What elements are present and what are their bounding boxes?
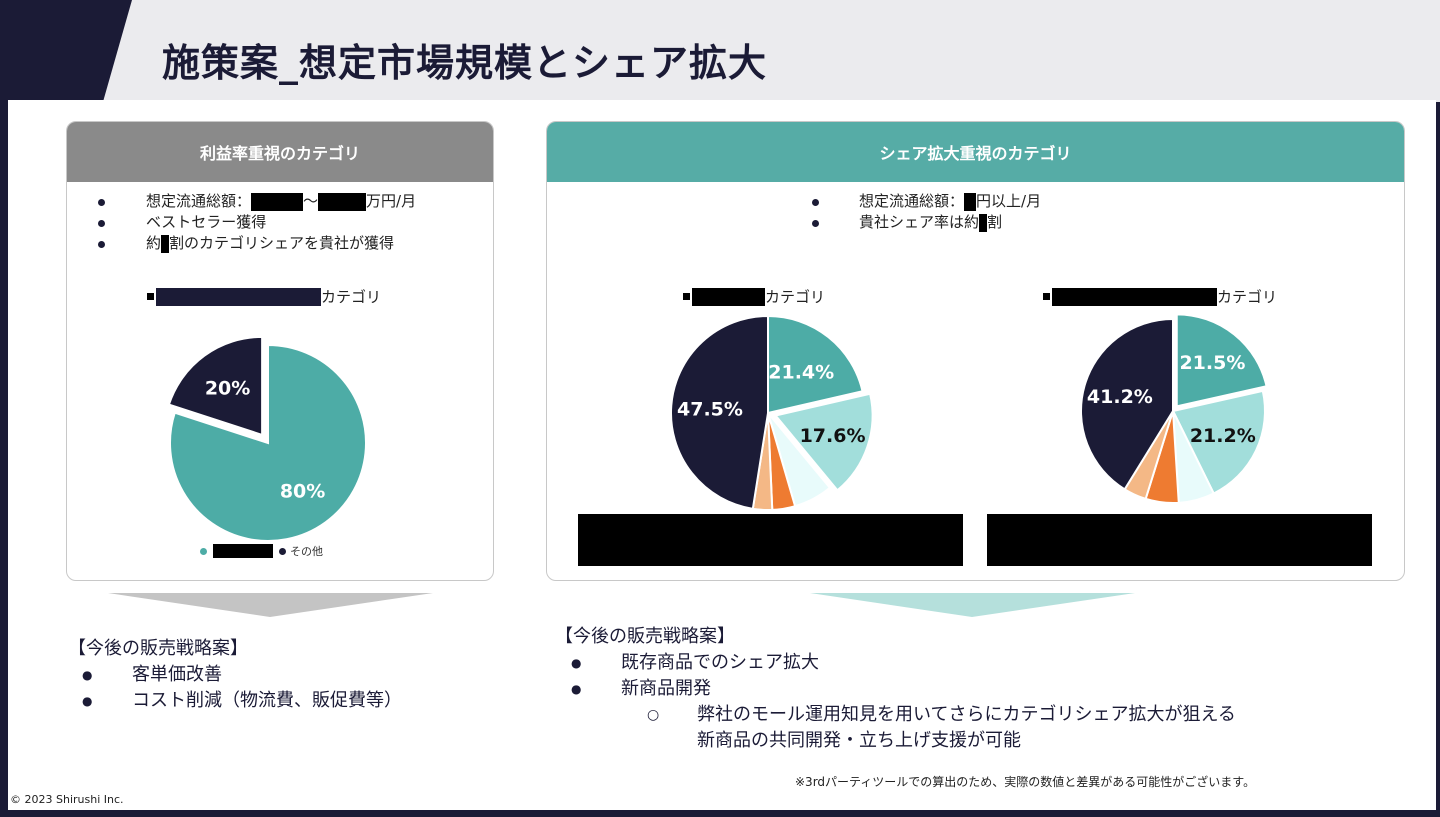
left-pie-label: カテゴリ	[147, 286, 381, 307]
bullet-text: 約	[146, 234, 162, 252]
bullet-text: 割のカテゴリシェアを貴社が獲得	[169, 234, 395, 252]
right-down-arrow	[810, 593, 1135, 617]
pie-slice	[167, 335, 264, 437]
redaction-box-2	[987, 514, 1372, 566]
pie-slice	[773, 392, 874, 492]
pie-data-label: 80%	[280, 481, 325, 503]
right-pie-chart-1: 21.4% 17.6% 47.5%	[670, 314, 874, 511]
pie-data-label: 47.5%	[677, 398, 743, 420]
right-strategy: 【今後の販売戦略案】 ● 既存商品でのシェア拡大 ● 新商品開発 ○ 弊社のモール運用…	[555, 626, 1236, 751]
strategy-item: 客単価改善	[132, 664, 222, 685]
pie-data-label: 21.4%	[768, 361, 834, 383]
left-strategy: 【今後の販売戦略案】 ● 客単価改善 ● コスト削減（物流費、販促費等）	[68, 638, 402, 711]
redaction	[251, 192, 304, 211]
left-down-arrow	[108, 593, 433, 617]
left-pie-chart: 80% 20%	[167, 335, 367, 542]
right-bullets: 想定流通総額： 円以上/月 貴社シェア率は約割	[812, 191, 1041, 233]
legend-swatch	[200, 547, 207, 555]
pie1-label: カテゴリ	[683, 286, 825, 307]
pie-slice	[1175, 313, 1268, 408]
pie-slice	[169, 343, 367, 542]
pie-slice	[1080, 317, 1174, 491]
slide-header: 施策案_想定市場規模とシェア拡大	[0, 0, 1440, 102]
left-card-heading: 利益率重視のカテゴリ	[67, 122, 493, 182]
strategy-subitem: 新商品の共同開発・立ち上げ支援が可能	[697, 730, 1021, 751]
category-suffix: カテゴリ	[765, 288, 826, 306]
pie-data-label: 21.5%	[1179, 352, 1245, 374]
legend-label: その他	[290, 545, 323, 558]
right-pie-chart-2: 21.5% 21.2% 41.2%	[1080, 313, 1268, 504]
pie-data-label: 41.2%	[1087, 386, 1153, 408]
category-suffix: カテゴリ	[321, 288, 382, 306]
pie-data-label: 20%	[205, 377, 250, 399]
right-card-heading: シェア拡大重視のカテゴリ	[547, 122, 1404, 182]
redaction	[979, 213, 988, 232]
bullet-text: 円以上/月	[976, 192, 1042, 210]
redaction	[964, 192, 977, 211]
disclaimer-note: ※3rdパーティツールでの算出のため、実際の数値と差異がある可能性がございます。	[795, 775, 1256, 789]
redaction	[213, 544, 273, 558]
bullet-text: 想定流通総額：	[859, 192, 965, 210]
pie2-label: カテゴリ	[1043, 286, 1277, 307]
pie-slice	[1171, 389, 1266, 495]
redaction	[318, 192, 367, 211]
strategy-item: コスト削減（物流費、販促費等）	[132, 690, 402, 711]
bullet-text: ベストセラー獲得	[146, 213, 267, 231]
header-accent	[0, 0, 132, 102]
strategy-heading: 【今後の販売戦略案】	[68, 638, 248, 659]
pie-slice	[767, 314, 864, 415]
strategy-heading: 【今後の販売戦略案】	[555, 626, 735, 647]
pie-slice	[670, 314, 769, 510]
left-bullets: 想定流通総額： 〜 万円/月 ベストセラー獲得 約割のカテゴリシェアを貴社が獲得	[98, 191, 416, 254]
legend-swatch	[279, 547, 286, 555]
bullet-text: 貴社シェア率は約	[859, 213, 980, 231]
bullet-text: 想定流通総額：	[146, 192, 252, 210]
bullet-text: 割	[987, 213, 1003, 231]
pie-data-label: 21.2%	[1190, 425, 1256, 447]
strategy-item: 新商品開発	[621, 678, 711, 699]
redaction-box-1	[578, 514, 963, 566]
left-pie-legend: その他	[200, 543, 323, 559]
category-suffix: カテゴリ	[1217, 288, 1278, 306]
redaction	[161, 234, 170, 253]
strategy-item: 既存商品でのシェア拡大	[621, 652, 819, 673]
strategy-subitem: 弊社のモール運用知見を用いてさらにカテゴリシェア拡大が狙える	[697, 704, 1236, 725]
copyright: © 2023 Shirushi Inc.	[10, 793, 124, 806]
bullet-text: 〜	[303, 192, 319, 210]
pie-data-label: 17.6%	[800, 425, 866, 447]
bullet-text: 万円/月	[366, 192, 417, 210]
page-title: 施策案_想定市場規模とシェア拡大	[162, 41, 768, 85]
